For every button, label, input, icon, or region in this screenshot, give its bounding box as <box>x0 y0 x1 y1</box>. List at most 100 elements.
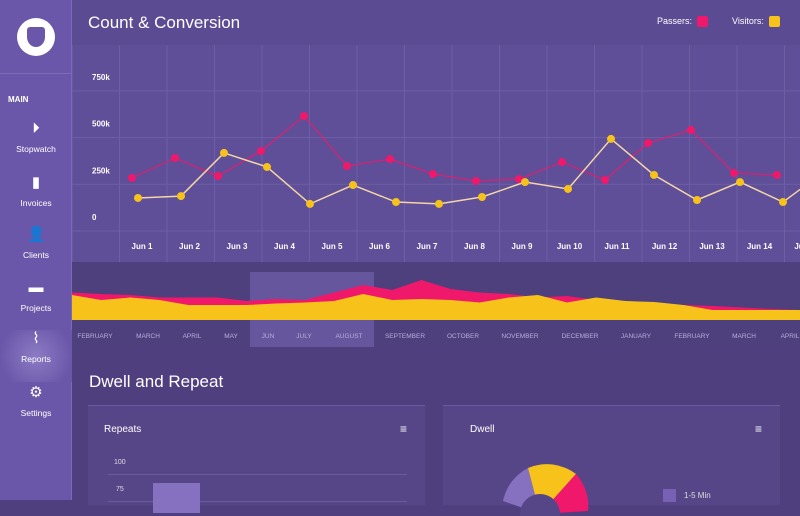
data-point-passers <box>644 139 652 148</box>
chart-icon: ⌇ <box>32 330 40 347</box>
divider <box>0 73 72 74</box>
x-tick-label: Jun 14 <box>747 242 773 251</box>
x-tick-label: Jun 9 <box>512 242 533 251</box>
sidebar-item-clients[interactable]: 👤 Clients <box>0 226 72 278</box>
legend-swatch <box>663 489 676 502</box>
overview-area-visitors <box>72 294 800 320</box>
month-label: APRIL <box>781 333 800 340</box>
data-point-passers <box>687 125 695 134</box>
play-circle-icon: ⏵ <box>32 120 40 137</box>
menu-icon[interactable]: ≡ <box>399 422 407 436</box>
nav-label: Projects <box>20 303 52 313</box>
data-point-passers <box>257 147 265 156</box>
chart-header: Count & Conversion Passers: Visitors: <box>72 0 800 45</box>
nav-label: Reports <box>21 354 51 364</box>
x-tick-label: Jun 8 <box>464 242 485 251</box>
line-chart: 750k 500k 250k 0 Jun 1 Jun 2 Jun 3 Jun 4 Jun 5 Ju… <box>71 45 800 262</box>
month-label: DECEMBER <box>562 333 599 340</box>
x-tick-label: Jun 4 <box>274 242 295 251</box>
sidebar-item-settings[interactable]: ⚙ Settings <box>0 384 72 436</box>
y-tick-label: 250k <box>92 166 110 175</box>
data-point-passers <box>128 173 136 182</box>
data-point-visitors <box>435 199 443 208</box>
gear-icon: ⚙ <box>29 384 43 401</box>
data-point-visitors <box>392 198 400 207</box>
data-point-passers <box>472 176 480 185</box>
month-label: AUGUST <box>335 333 362 340</box>
logo-icon[interactable] <box>17 18 55 56</box>
data-point-passers <box>558 158 566 167</box>
data-point-passers <box>601 176 609 185</box>
month-label: SEPTEMBER <box>385 333 425 340</box>
month-label: APRIL <box>183 333 202 340</box>
nav-label: Stopwatch <box>16 144 56 154</box>
donut-chart <box>503 464 589 516</box>
y-tick-label: 750k <box>92 73 110 82</box>
y-tick: 75 <box>116 486 124 493</box>
section-title: Dwell and Repeat <box>89 372 224 391</box>
month-label: JULY <box>296 333 312 340</box>
data-point-visitors <box>478 193 486 202</box>
month-label: FEBRUARY <box>77 333 113 340</box>
legend-visitors: Visitors: <box>732 16 764 26</box>
data-point-visitors <box>349 181 357 190</box>
month-label: FEBRUARY <box>674 333 710 340</box>
data-point-passers <box>386 155 394 164</box>
x-tick-label: Jun 7 <box>417 242 438 251</box>
sidebar-item-projects[interactable]: ▬ Projects <box>0 279 72 331</box>
data-point-passers <box>343 162 351 171</box>
legend-visitors-swatch <box>769 16 780 27</box>
card-title: Repeats <box>104 424 142 435</box>
sidebar-item-stopwatch[interactable]: ⏵ Stopwatch <box>0 120 72 172</box>
data-point-visitors <box>177 192 185 201</box>
section-label: MAIN <box>8 95 29 104</box>
month-label: MAY <box>224 333 238 340</box>
sidebar-item-invoices[interactable]: ▮ Invoices <box>0 174 72 226</box>
data-point-visitors <box>263 162 271 171</box>
data-point-visitors <box>650 170 658 179</box>
data-point-passers <box>515 175 523 184</box>
month-label: MARCH <box>732 333 756 340</box>
data-point-visitors <box>134 193 142 202</box>
x-tick-label: Jun 3 <box>227 242 248 251</box>
data-point-passers <box>429 170 437 179</box>
series-line-passers <box>131 115 778 182</box>
sidebar: MAIN ⏵ Stopwatch ▮ Invoices 👤 Clients ▬ Proj… <box>0 0 72 500</box>
data-point-visitors <box>521 178 529 187</box>
bar <box>153 483 200 513</box>
data-point-passers <box>773 170 781 179</box>
card-title: Dwell <box>470 424 495 435</box>
data-point-visitors <box>779 198 787 207</box>
nav-label: Clients <box>23 250 49 260</box>
sidebar-item-reports[interactable]: ⌇ Reports <box>0 330 72 382</box>
x-tick-label: Jun 12 <box>652 242 678 251</box>
data-point-visitors <box>564 184 572 193</box>
x-tick-label: Jun 13 <box>699 242 725 251</box>
data-point-visitors <box>693 196 701 205</box>
month-label: JUN <box>262 333 275 340</box>
data-point-visitors <box>736 178 744 187</box>
nav-label: Settings <box>20 408 52 418</box>
y-tick-label: 500k <box>92 120 110 129</box>
x-tick-label: Jun 6 <box>369 242 390 251</box>
data-point-passers <box>171 153 179 162</box>
data-point-passers <box>300 111 308 120</box>
repeats-card: Repeats ≡ 100 75 <box>88 405 425 513</box>
folder-icon: ▬ <box>28 279 44 296</box>
overview-brush[interactable]: FEBRUARY MARCH APRIL MAY JUN JULY AUGUST SEPTEM… <box>72 262 800 347</box>
data-point-visitors <box>607 134 615 143</box>
legend-label: 1-5 Min <box>684 491 711 500</box>
dwell-card: Dwell ≡ 1-5 Min <box>443 405 780 516</box>
data-point-visitors <box>220 148 228 157</box>
x-tick-label: Jun 2 <box>179 242 200 251</box>
line-chart-svg: 750k 500k 250k 0 Jun 1 Jun 2 Jun 3 Jun 4 Jun 5 Ju… <box>71 45 800 262</box>
month-label: OCTOBER <box>447 333 479 340</box>
nav-label: Invoices <box>20 198 52 208</box>
x-tick-label: Jun 1 <box>132 242 153 251</box>
legend-passers: Passers: <box>657 16 693 26</box>
menu-icon[interactable]: ≡ <box>754 422 762 436</box>
gridline <box>108 474 407 475</box>
document-icon: ▮ <box>31 174 41 191</box>
x-tick-label: Jun 5 <box>322 242 343 251</box>
x-tick-label: Jun 11 <box>605 242 630 251</box>
